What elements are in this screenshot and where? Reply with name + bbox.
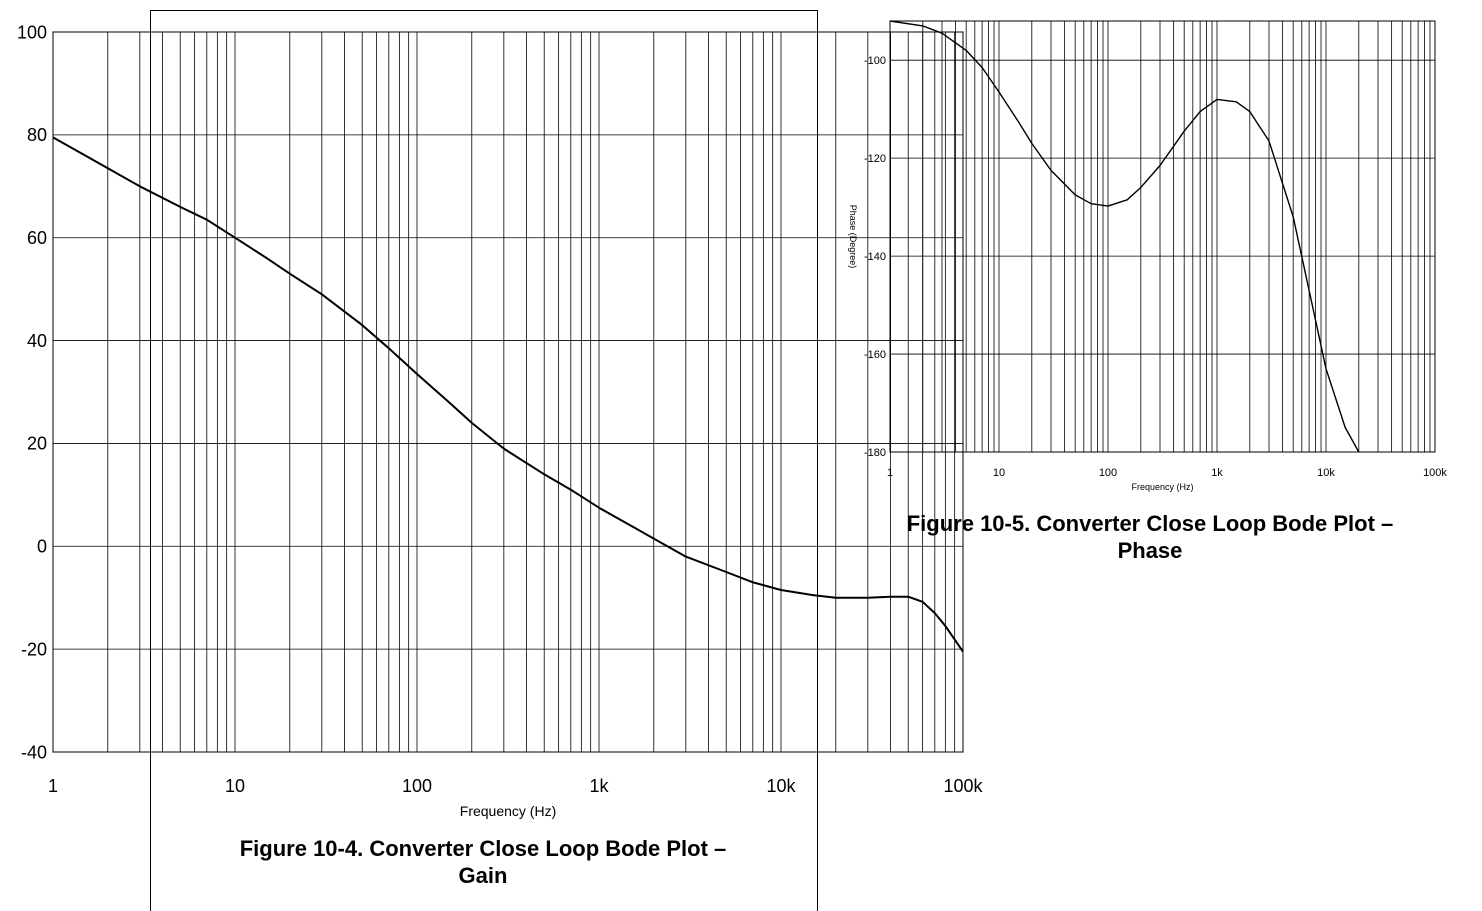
y-tick-label: -160	[864, 349, 886, 361]
phase-figure-caption: Figure 10-5. Converter Close Loop Bode P…	[840, 510, 1460, 564]
gain-chart: 1 10 100 1k 10k 100k 100 80 60 40 20 0 -20 -40 Frequen…	[17, 22, 984, 819]
gain-caption-line-2: Gain	[458, 863, 508, 888]
y-tick-label: -100	[864, 55, 886, 67]
x-axis-label: Frequency (Hz)	[1131, 482, 1193, 492]
y-tick-label: 100	[17, 22, 47, 42]
series-line	[889, 20, 1360, 453]
series-line	[52, 136, 964, 653]
x-tick-label: 100k	[1423, 467, 1447, 479]
phase-caption-line-2: Phase	[1117, 538, 1183, 563]
y-tick-label: -120	[864, 153, 886, 165]
x-tick-label: 100k	[943, 776, 983, 796]
x-tick-label: 10	[225, 776, 245, 796]
plot-frame	[52, 31, 964, 753]
x-tick-label: 10k	[766, 776, 796, 796]
x-tick-label: 100	[402, 776, 432, 796]
y-tick-label: 0	[37, 537, 47, 557]
y-tick-label: 40	[27, 331, 47, 351]
y-tick-label: 20	[27, 434, 47, 454]
x-tick-label: 1	[48, 776, 58, 796]
gain-figure-caption: Figure 10-4. Converter Close Loop Bode P…	[150, 835, 816, 889]
y-tick-label: 80	[27, 125, 47, 145]
x-axis-label: Frequency (Hz)	[460, 803, 556, 819]
x-tick-label: 100	[1099, 467, 1117, 479]
x-tick-label: 1k	[589, 776, 609, 796]
x-tick-label: 10	[993, 467, 1005, 479]
gain-caption-line-1: Figure 10-4. Converter Close Loop Bode P…	[239, 836, 727, 861]
page-frame	[150, 10, 818, 911]
plot-frame	[889, 20, 1436, 453]
y-tick-label: -180	[864, 447, 886, 459]
y-tick-label: -40	[21, 742, 47, 762]
x-tick-label: 10k	[1317, 467, 1335, 479]
x-tick-label: 1	[887, 467, 893, 479]
y-tick-label: 60	[27, 228, 47, 248]
x-tick-label: 1k	[1211, 467, 1223, 479]
phase-caption-line-1: Figure 10-5. Converter Close Loop Bode P…	[906, 511, 1394, 536]
y-tick-label: -140	[864, 251, 886, 263]
y-tick-label: -20	[21, 639, 47, 659]
phase-chart: 1 10 100 1k 10k 100k -100 -120 -140 -160 -180 Frequ…	[848, 20, 1447, 492]
y-axis-label: Phase (Degree)	[848, 205, 858, 269]
